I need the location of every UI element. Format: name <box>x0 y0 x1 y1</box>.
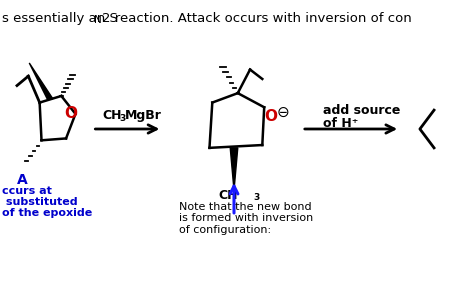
Text: O: O <box>64 107 77 121</box>
Text: of H⁺: of H⁺ <box>323 117 358 130</box>
Text: add source: add source <box>323 104 400 117</box>
Text: ccurs at: ccurs at <box>2 186 52 196</box>
Text: substituted: substituted <box>2 197 78 207</box>
Text: O: O <box>264 109 277 124</box>
Text: of the epoxide: of the epoxide <box>2 208 92 218</box>
Polygon shape <box>230 148 238 190</box>
Text: 3: 3 <box>119 114 125 123</box>
Text: CH: CH <box>102 109 121 122</box>
Text: 2 reaction. Attack occurs with inversion of con: 2 reaction. Attack occurs with inversion… <box>102 12 411 25</box>
Polygon shape <box>29 63 53 99</box>
Text: N: N <box>94 15 102 25</box>
Text: MgBr: MgBr <box>125 109 162 122</box>
Text: CH: CH <box>219 189 238 202</box>
Text: A: A <box>17 173 28 187</box>
Text: 3: 3 <box>253 193 259 202</box>
Text: Note that the new bond
is formed with inversion
of configuration:: Note that the new bond is formed with in… <box>179 202 313 235</box>
Text: s essentially an S: s essentially an S <box>2 12 118 25</box>
Text: ⊖: ⊖ <box>277 104 290 120</box>
